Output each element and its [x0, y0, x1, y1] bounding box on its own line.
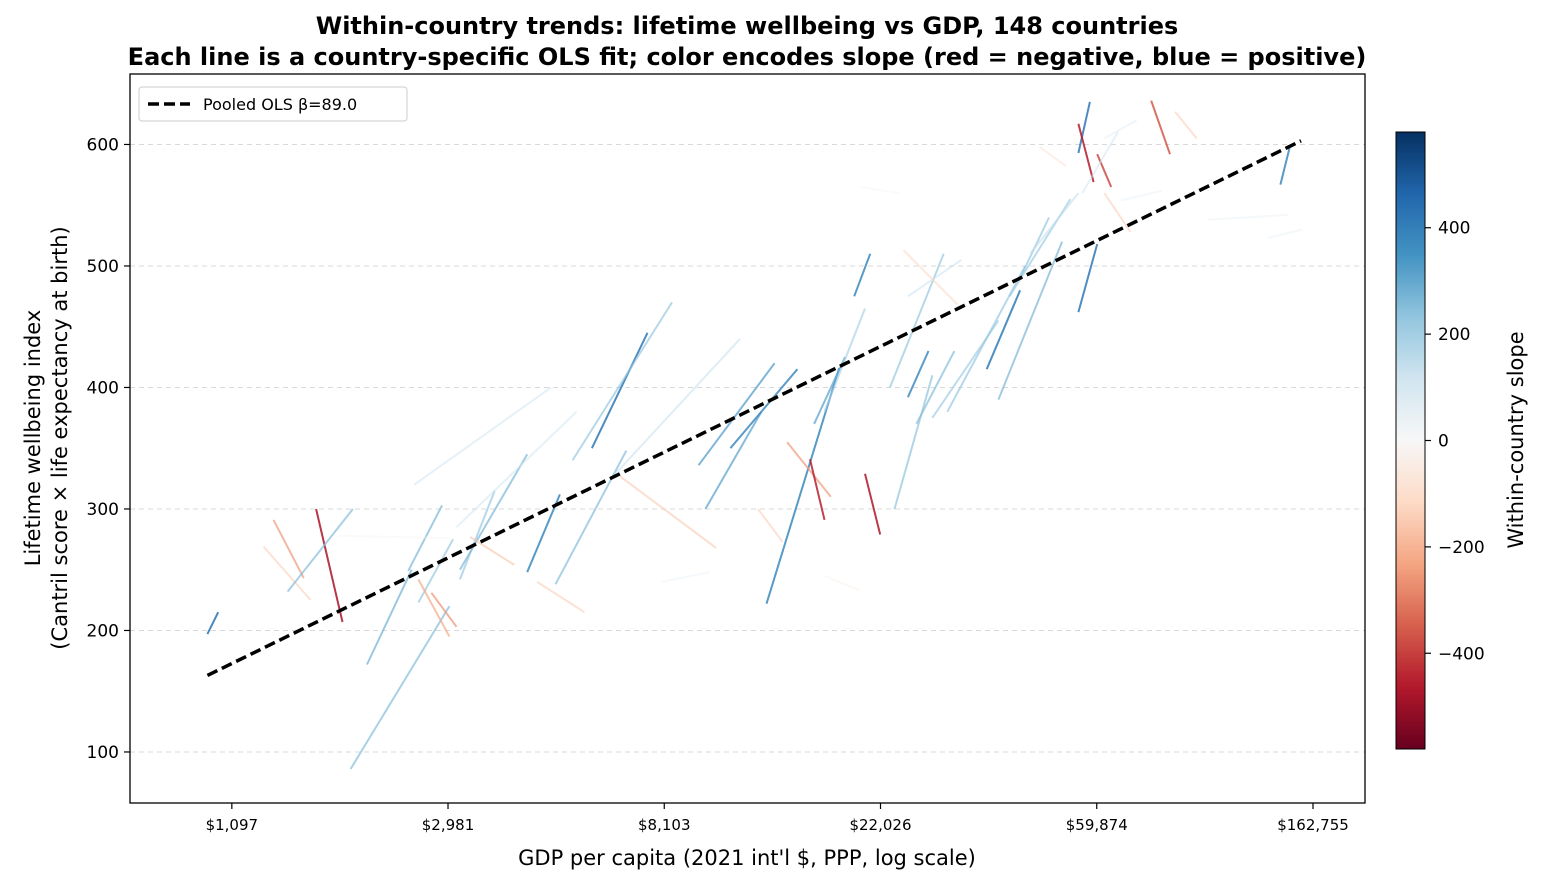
country-fit-line	[469, 536, 515, 566]
country-fit-line	[888, 253, 945, 388]
country-fit-line	[315, 508, 344, 623]
colorbar-tick-label: 200	[1438, 325, 1470, 345]
country-fit-line	[1081, 131, 1119, 194]
country-fit-line	[417, 578, 451, 637]
country-fit-line	[985, 289, 1022, 370]
country-fit-line	[1096, 153, 1113, 188]
colorbar-tick-label: 400	[1438, 219, 1470, 239]
country-fit-line	[729, 368, 799, 449]
x-tick-label: $8,103	[638, 816, 691, 834]
plot-frame	[129, 73, 1366, 804]
country-fit-line	[809, 458, 826, 521]
country-fit-line	[455, 411, 578, 528]
country-fit-line	[1174, 111, 1198, 140]
chart-title-line1: Within-country trends: lifetime wellbein…	[316, 12, 1179, 40]
country-fit-line	[206, 611, 220, 635]
colorbar-label: Within-country slope	[1504, 331, 1528, 548]
y-axis-label-line1: Lifetime wellbeing index	[21, 310, 45, 567]
country-fit-line	[1077, 243, 1099, 313]
pooled-ols-line	[206, 139, 1302, 677]
country-fit-line	[906, 350, 930, 398]
pooled-fit	[206, 139, 1302, 677]
country-fit-line	[697, 362, 776, 466]
country-fit-line	[1029, 192, 1080, 255]
country-fit-line	[946, 265, 1027, 413]
country-lines	[206, 100, 1303, 770]
country-fit-line	[366, 569, 413, 665]
country-fit-line	[1077, 123, 1095, 183]
country-fit-line	[902, 249, 959, 306]
country-fit-line	[458, 490, 496, 580]
country-fit-line	[824, 574, 860, 592]
country-fit-line	[907, 259, 962, 298]
y-tick-label: 600	[87, 135, 119, 155]
country-fit-line	[864, 473, 882, 535]
x-tick-label: $22,026	[849, 816, 911, 834]
country-fit-line	[459, 453, 529, 571]
y-tick-label: 300	[87, 500, 119, 520]
country-fit-line	[615, 338, 741, 474]
x-tick-label: $162,755	[1277, 816, 1349, 834]
country-fit-line	[1103, 119, 1138, 140]
country-fit-line	[407, 504, 443, 572]
y-tick-label: 200	[87, 621, 119, 641]
country-fit-line	[349, 605, 451, 770]
country-fit-line	[1267, 228, 1303, 239]
colorbar-bar	[1395, 131, 1426, 750]
country-fit-line	[571, 301, 673, 461]
country-fit-line	[1207, 213, 1289, 221]
y-tick-label: 400	[87, 378, 119, 398]
country-fit-line	[786, 441, 832, 498]
country-fit-line	[915, 350, 956, 425]
country-fit-line	[413, 386, 552, 486]
gridlines	[130, 143, 1365, 753]
country-fit-line	[1120, 189, 1163, 202]
x-axis-label: GDP per capita (2021 int'l $, PPP, log s…	[518, 846, 976, 870]
x-axis: $1,097 $2,981 $8,103 $22,026 $59,874 $162,755	[206, 803, 1349, 834]
y-tick-label: 500	[87, 257, 119, 277]
country-fit-line	[554, 450, 628, 585]
country-fit-line	[813, 356, 847, 425]
colorbar-tick-label: −200	[1438, 538, 1485, 558]
country-fit-line	[859, 186, 900, 195]
country-fit-line	[1279, 147, 1291, 185]
y-axis: 100 200 300 400 500 600	[87, 135, 130, 763]
y-axis-label-line2: (Cantril score × life expectancy at birt…	[48, 226, 72, 649]
country-fit-line	[590, 332, 649, 449]
country-fit-line	[853, 253, 872, 297]
country-fit-line	[757, 508, 784, 543]
country-fit-line	[1077, 101, 1091, 154]
y-tick-label: 100	[87, 743, 119, 763]
country-fit-line	[536, 581, 585, 614]
country-fit-line	[1039, 146, 1067, 168]
country-fit-line	[272, 519, 305, 579]
country-fit-line	[619, 475, 717, 549]
chart-title-line2: Each line is a country-specific OLS fit;…	[128, 43, 1367, 71]
country-fit-line	[704, 411, 763, 510]
legend-label: Pooled OLS β=89.0	[203, 95, 357, 114]
country-fit-line	[286, 508, 354, 593]
colorbar-tick-label: 0	[1438, 432, 1449, 452]
colorbar-tick-label: −400	[1438, 644, 1485, 664]
x-tick-label: $1,097	[206, 816, 259, 834]
country-fit-line	[893, 375, 934, 510]
country-fit-line	[823, 308, 866, 413]
x-tick-label: $59,874	[1066, 816, 1128, 834]
legend-box	[138, 86, 408, 122]
country-fit-line	[997, 241, 1064, 400]
country-fit-line	[1150, 100, 1171, 155]
country-fit-line	[1103, 192, 1132, 233]
country-fit-line	[262, 545, 312, 601]
legend: Pooled OLS β=89.0	[138, 86, 408, 122]
country-fit-line	[338, 534, 450, 540]
colorbar-ticks: −400 −200 0 200 400	[1425, 219, 1485, 664]
country-fit-line	[430, 592, 458, 628]
country-fit-line	[661, 571, 710, 583]
x-tick-label: $2,981	[422, 816, 475, 834]
